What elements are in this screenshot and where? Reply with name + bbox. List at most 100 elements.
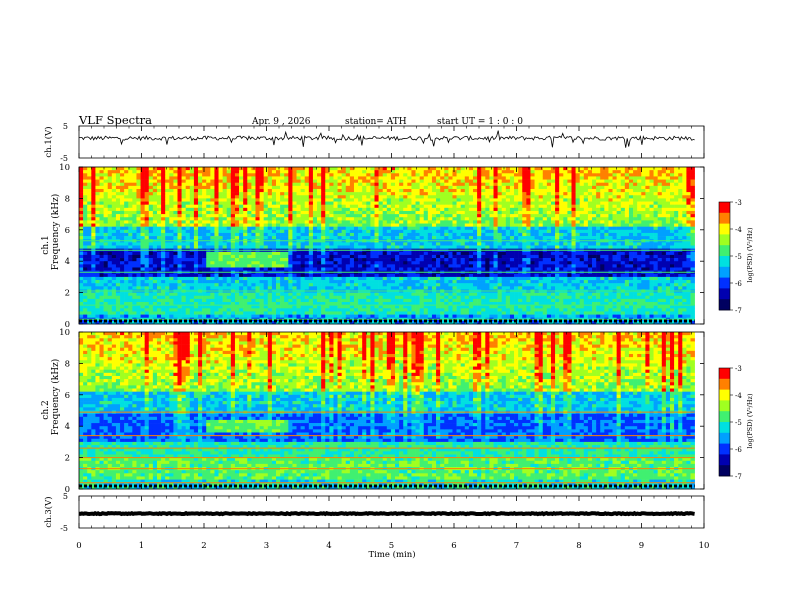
sg1-cell xyxy=(386,223,392,227)
sg1-cell xyxy=(288,217,293,221)
sg1-cell xyxy=(419,229,425,234)
sg1-cell xyxy=(333,267,338,271)
sg1-cell xyxy=(210,308,215,312)
sg1-cell xyxy=(321,314,326,319)
sg1-cell xyxy=(440,298,445,303)
sg1-cell xyxy=(202,185,207,190)
sg1-cell xyxy=(366,276,371,281)
sg1-cell xyxy=(345,258,351,262)
sg1-cell xyxy=(341,182,347,187)
sg1-cell xyxy=(222,267,228,271)
sg1-cell xyxy=(407,201,412,205)
sg1-cell xyxy=(267,214,273,218)
sg1-cell xyxy=(395,236,400,240)
sg1-cell xyxy=(411,179,416,183)
sg1-cell xyxy=(473,176,478,180)
sg1-cell xyxy=(181,226,186,231)
sg1-cell xyxy=(234,232,240,237)
sg1-cell xyxy=(481,192,486,196)
sg1-cell xyxy=(366,236,371,240)
sg1-cell xyxy=(436,254,441,259)
sg1-cell xyxy=(325,185,330,190)
sg1-cell xyxy=(230,195,236,199)
sg1-cell xyxy=(173,261,178,265)
sg1-cell xyxy=(95,302,100,306)
sg1-cell xyxy=(222,170,228,174)
sg1-cell xyxy=(234,185,240,190)
sg1-cell xyxy=(156,242,162,246)
sg1-cell xyxy=(198,170,203,174)
sg1-cell xyxy=(107,226,113,231)
sg1-cell xyxy=(111,223,117,227)
sg1-cell xyxy=(431,188,437,193)
sg1-cell xyxy=(468,280,474,284)
sg1-cell xyxy=(243,273,248,278)
sg1-cell xyxy=(136,198,141,202)
sg1-cell xyxy=(206,258,211,262)
sg1-cell xyxy=(374,273,379,278)
sg1-cell xyxy=(452,170,457,174)
sg1-cell xyxy=(103,236,109,240)
sg1-cell xyxy=(218,292,223,297)
sg1-cell xyxy=(333,283,338,287)
sg1-cell xyxy=(210,314,215,319)
sg1-cell xyxy=(419,308,425,312)
sg1-cell xyxy=(83,292,88,297)
sg1-cell xyxy=(312,295,318,300)
sg1-cell xyxy=(165,232,170,237)
sg1-cell xyxy=(165,210,170,215)
sg1-cell xyxy=(161,185,166,190)
sg1-cell xyxy=(234,292,240,297)
sg1-cell xyxy=(173,173,178,177)
sg1-cell xyxy=(337,207,342,212)
sg1-cell xyxy=(165,298,170,303)
sg1-cell xyxy=(325,229,330,234)
sg1-cell xyxy=(124,298,129,303)
sg1-cell xyxy=(271,229,277,234)
sg1-cell xyxy=(423,302,429,306)
sg1-cell xyxy=(234,261,240,265)
sg1-cell xyxy=(128,298,133,303)
sg1-cell xyxy=(251,217,256,221)
sg1-cell xyxy=(419,295,425,300)
sg1-cell xyxy=(185,314,191,319)
sg1-cell xyxy=(95,170,100,174)
sg1-cell xyxy=(452,198,457,202)
sg1-cell xyxy=(202,276,207,281)
sg1-cell xyxy=(485,195,490,199)
sg1-cell xyxy=(206,232,211,237)
sg1-cell xyxy=(473,286,478,290)
sg1-cell xyxy=(386,198,392,202)
sg1-cell xyxy=(448,229,453,234)
sg1-cell xyxy=(317,254,322,259)
sg1-cell xyxy=(296,258,301,262)
sg1-cell xyxy=(325,188,330,193)
sg1-cell xyxy=(312,280,318,284)
sg1-cell xyxy=(423,204,429,209)
sg1-cell xyxy=(477,217,482,221)
sg1-cell xyxy=(165,217,170,221)
sg1-cell xyxy=(263,245,269,249)
sg1-cell xyxy=(304,258,310,262)
sg1-cell xyxy=(136,179,141,183)
sg1-cell xyxy=(140,207,145,212)
sg1-cell xyxy=(95,292,100,297)
sg1-cell xyxy=(185,251,191,256)
sg1-cell xyxy=(300,292,306,297)
sg1-cell xyxy=(427,320,433,325)
sg1-cell xyxy=(370,226,375,231)
sg1-cell xyxy=(427,273,433,278)
sg1-cell xyxy=(210,210,215,215)
sg1-cell xyxy=(325,254,330,259)
sg1-cell xyxy=(358,273,363,278)
sg1-cell xyxy=(358,314,363,319)
sg1-cell xyxy=(481,320,486,325)
sg1-cell xyxy=(341,245,347,249)
sg1-cell xyxy=(362,214,367,218)
sg1-cell xyxy=(144,217,150,221)
sg1-cell xyxy=(255,292,260,297)
sg1-cell xyxy=(234,188,240,193)
sg1-cell xyxy=(148,201,154,205)
sg1-cell xyxy=(362,302,367,306)
sg1-cell xyxy=(255,264,260,268)
